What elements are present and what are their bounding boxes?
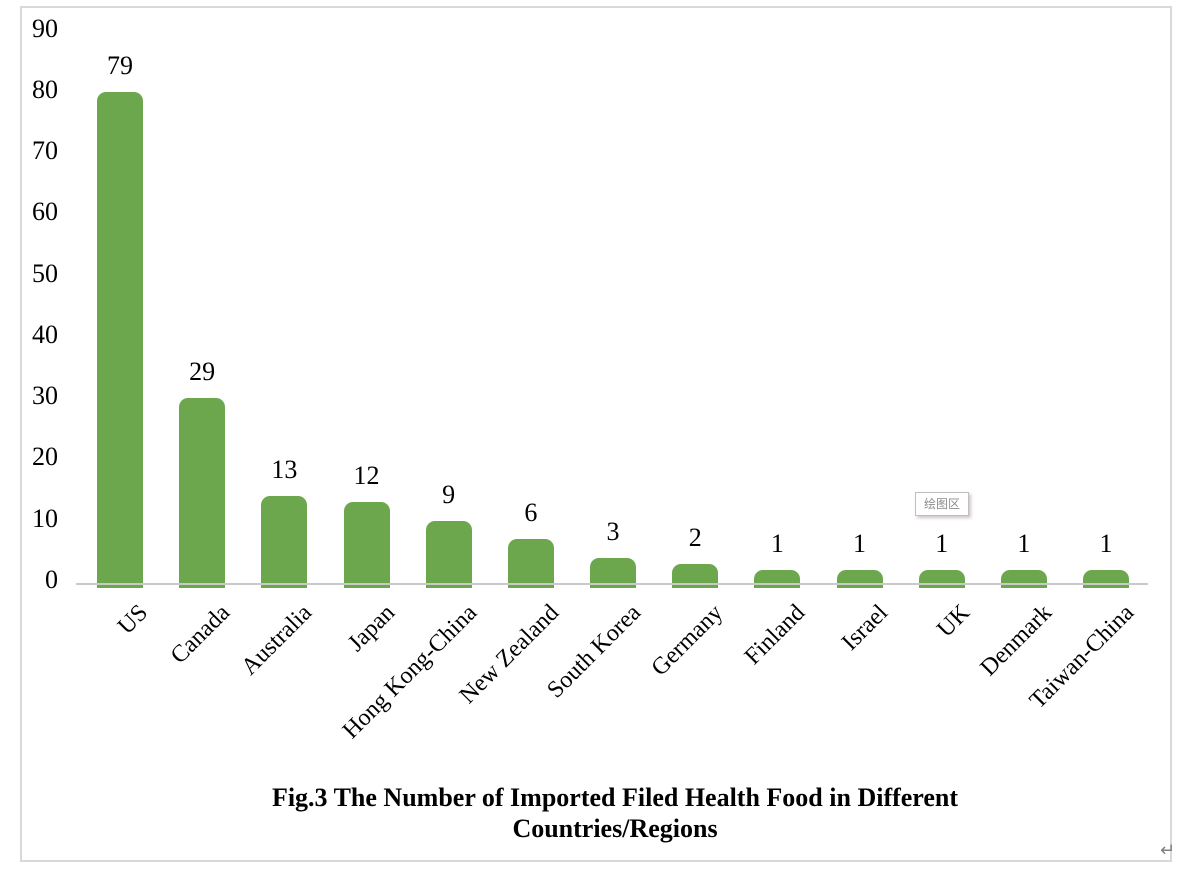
chart-title-line-2: Countries/Regions <box>512 814 718 843</box>
bar-uk[interactable] <box>918 569 965 588</box>
chart-title: Fig.3 The Number of Imported Filed Healt… <box>40 782 1183 844</box>
plot-area-tooltip: 绘图区 <box>915 492 969 516</box>
bar-value-label: 29 <box>189 357 216 387</box>
y-axis-tick-label: 70 <box>32 136 58 166</box>
y-axis-tick-label: 10 <box>32 503 58 533</box>
bar-value-label: 79 <box>107 50 133 80</box>
bar-new-zealand[interactable] <box>507 539 554 588</box>
bar-us[interactable] <box>97 91 143 588</box>
bar-denmark[interactable] <box>1000 569 1047 588</box>
bar-value-label: 9 <box>442 479 456 509</box>
y-axis-tick-label: 40 <box>32 319 58 349</box>
bar-value-label: 1 <box>853 528 867 558</box>
y-axis-tick-label: 50 <box>32 258 58 288</box>
bar-value-label: 3 <box>606 516 620 546</box>
bar-south-korea[interactable] <box>590 557 637 588</box>
bar-value-label: 1 <box>770 528 784 558</box>
bar-value-label: 12 <box>353 461 380 491</box>
y-axis-tick-label: 80 <box>32 74 58 104</box>
bar-hong-kong-china[interactable] <box>425 520 472 588</box>
bar-value-label: 2 <box>688 522 702 552</box>
paragraph-mark: ↵ <box>1160 840 1176 861</box>
y-axis-tick-label: 0 <box>45 565 58 594</box>
bar-value-label: 6 <box>524 498 538 528</box>
bar-canada[interactable] <box>179 398 226 588</box>
plot-area-tooltip-text: 绘图区 <box>923 497 960 511</box>
bar-taiwan-china[interactable] <box>1083 569 1130 588</box>
bar-value-label: 1 <box>1017 528 1031 558</box>
bar-finland[interactable] <box>754 569 801 588</box>
y-axis-tick-label: 30 <box>32 381 58 411</box>
y-axis-tick-label: 20 <box>32 442 58 472</box>
bar-israel[interactable] <box>836 569 883 588</box>
y-axis-tick-label: 90 <box>32 13 58 43</box>
x-axis-line <box>76 583 1148 585</box>
bar-value-label: 1 <box>1099 528 1113 558</box>
bar-value-label: 1 <box>935 528 949 558</box>
bar-value-label: 13 <box>271 455 298 485</box>
bar-australia[interactable] <box>261 496 308 588</box>
bar-japan[interactable] <box>343 502 390 588</box>
y-axis-tick-label: 60 <box>32 197 58 227</box>
chart-title-line-1: Fig.3 The Number of Imported Filed Healt… <box>271 783 959 812</box>
